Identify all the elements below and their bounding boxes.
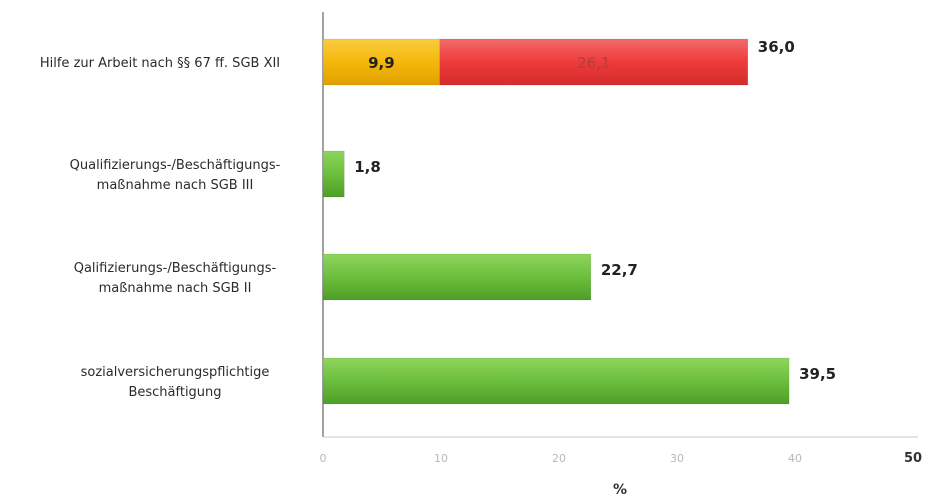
category-label: Qualifizierungs-/Beschäftigungs-maßnahme… (70, 158, 281, 193)
x-tick-label: 10 (434, 452, 448, 465)
x-axis-title: % (613, 482, 627, 497)
x-tick-label: 40 (788, 452, 802, 465)
bar-segment (322, 150, 345, 198)
bar-total-label: 22,7 (601, 261, 638, 279)
segment-value-label: 9,9 (368, 54, 395, 72)
x-tick-label: 30 (670, 452, 684, 465)
category-label: Qalifizierungs-/Beschäftigungs-maßnahme … (74, 261, 277, 296)
category-labels: Hilfe zur Arbeit nach §§ 67 ff. SGB XII Q… (40, 56, 281, 400)
x-tick-label: 50 (904, 451, 922, 466)
x-tick-label: 20 (552, 452, 566, 465)
bar-series: 9,9 26,1 36,0 1,8 22,7 39,5 (322, 38, 836, 405)
bar-segment (322, 38, 441, 86)
bar-segment (322, 253, 592, 301)
x-tick-label: 0 (320, 452, 327, 465)
bar-total-label: 36,0 (758, 38, 795, 56)
bar-segment (439, 38, 749, 86)
bar-segment (322, 357, 790, 405)
category-label: sozialversicherungspflichtige Beschäftigu… (81, 365, 270, 400)
segment-value-label: 26,1 (577, 54, 610, 72)
bar-total-label: 1,8 (354, 158, 381, 176)
category-label: Hilfe zur Arbeit nach §§ 67 ff. SGB XII (40, 56, 280, 71)
x-axis-ticks: 0 10 20 30 40 50 (320, 451, 923, 466)
bar-total-label: 39,5 (799, 365, 836, 383)
